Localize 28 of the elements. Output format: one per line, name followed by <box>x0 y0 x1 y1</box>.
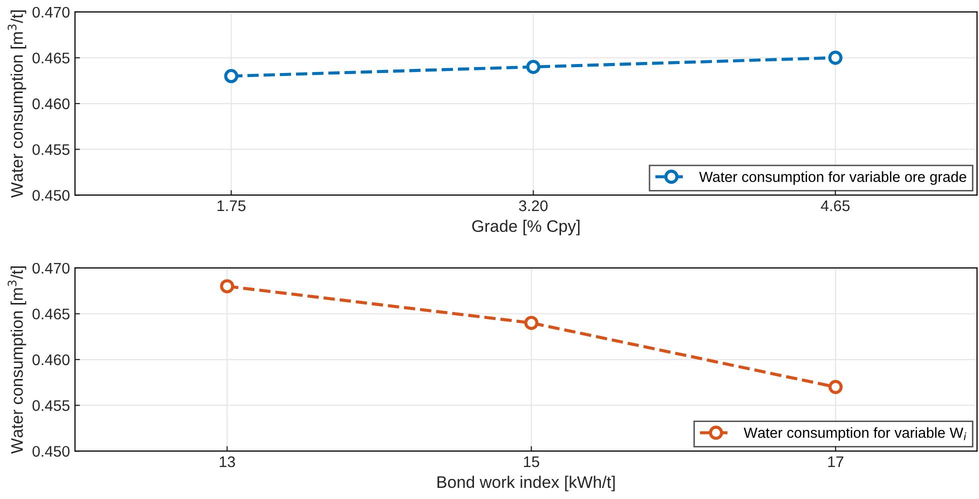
y-tick-label: 0.455 <box>32 144 70 156</box>
x-tick-label: 1.75 <box>218 200 246 212</box>
y-tick-label: 0.460 <box>32 354 70 366</box>
y-tick-label: 0.450 <box>32 446 70 457</box>
y-tick-label: 0.470 <box>32 262 70 274</box>
y-tick-label: 0.470 <box>32 6 70 18</box>
point <box>220 279 234 294</box>
y-tick-label: 0.460 <box>32 98 70 110</box>
point <box>224 68 238 84</box>
x-tick-label: 3.20 <box>519 200 548 212</box>
y-tick-label: 0.455 <box>32 400 70 411</box>
point <box>828 380 843 394</box>
point <box>526 60 540 74</box>
y-axis-title: Water consumption [m$^{3}$/t] <box>8 266 26 454</box>
legend-label: Water consumption for variable W$_{i}$ <box>744 427 966 441</box>
x-tick-label: 13 <box>220 456 235 468</box>
point <box>828 50 842 65</box>
point <box>524 316 538 330</box>
x-tick-label: 17 <box>828 456 844 468</box>
x-tick-label: 15 <box>524 456 540 468</box>
x-axis-title: Bond work index [kWh/t] <box>438 476 615 492</box>
legend-label: Water consumption for variable ore grade <box>699 171 966 185</box>
x-tick-label: 4.65 <box>820 200 850 212</box>
y-tick-label: 0.465 <box>32 308 70 320</box>
y-tick-label: 0.450 <box>32 190 70 201</box>
y-tick-label: 0.465 <box>32 52 70 64</box>
y-axis-title: Water consumption [m$^{3}$/t] <box>8 10 26 198</box>
x-axis-title: Grade [% Cpy] <box>472 220 580 236</box>
